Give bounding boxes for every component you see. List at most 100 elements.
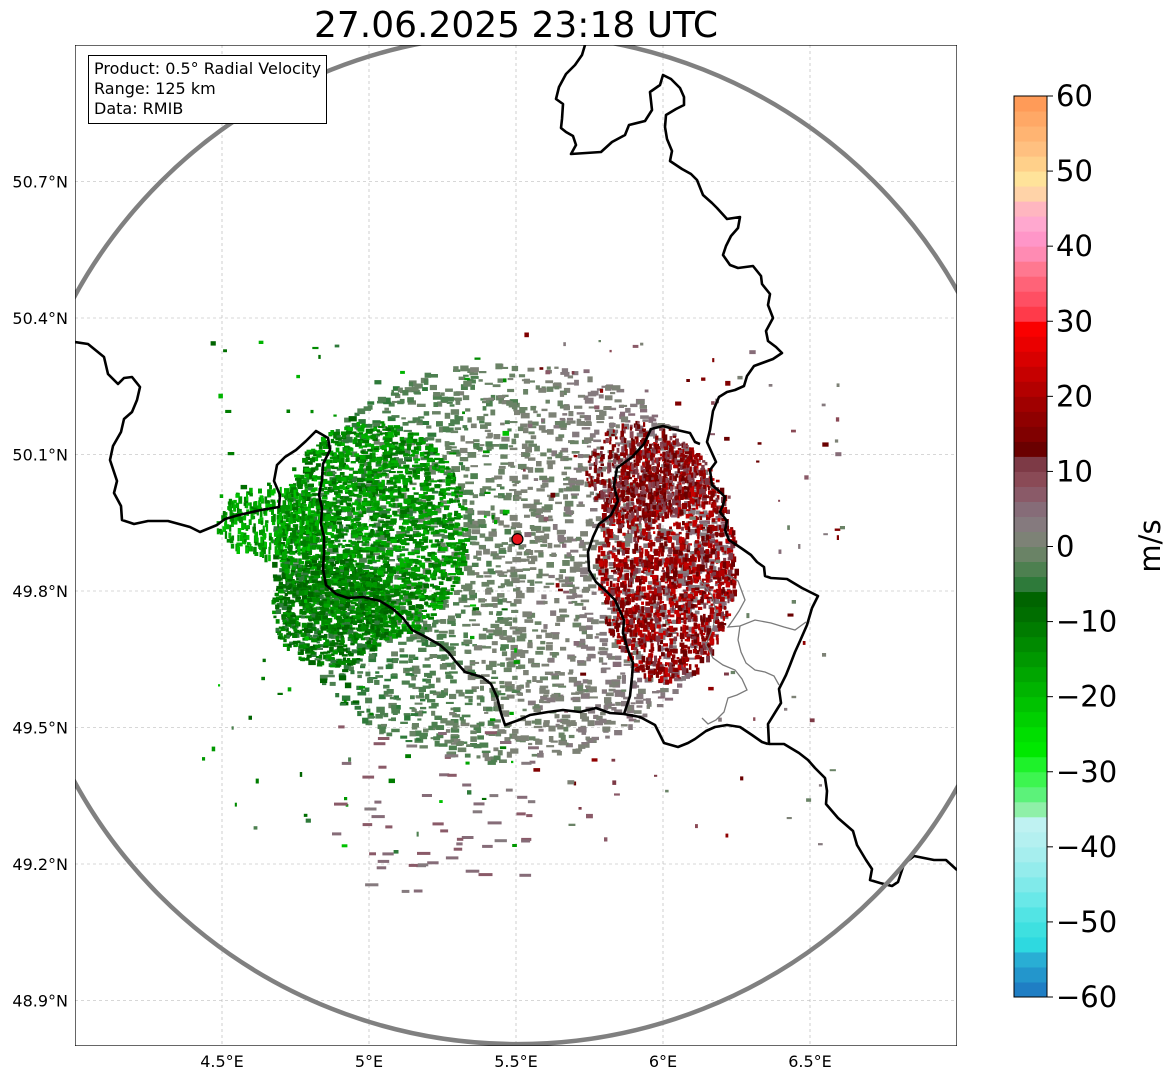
colorbar-segment [1014,96,1047,112]
colorbar-segment [1014,666,1047,683]
colorbar-tick-label: −10 [1056,605,1117,639]
border-germany-east [554,45,957,888]
colorbar-segment [1014,906,1047,923]
range-text: Range: 125 km [94,79,216,98]
colorbar-unit-label: m/s [1133,519,1167,572]
colorbar-segment [1014,846,1047,863]
lat-tick-label: 49.2°N [12,855,68,874]
colorbar-segment [1014,726,1047,743]
velocity-echoes [202,332,845,893]
colorbar-segment [1014,456,1047,472]
lon-tick-label: 6°E [649,1052,677,1071]
colorbar-segment [1014,471,1047,487]
map-area[interactable] [12,34,1022,1046]
colorbar-segment [1014,216,1047,232]
colorbar-segment [1014,636,1047,653]
colorbar-segment [1014,561,1047,578]
colorbar-segment [1014,696,1047,713]
colorbar-segment [1014,381,1047,397]
colorbar-segment [1014,501,1047,517]
range-ring [75,45,957,1046]
colorbar-segment [1014,936,1047,953]
colorbar-segment [1014,261,1047,277]
colorbar-segment [1014,156,1047,172]
luxembourg-inner-borders [699,574,807,725]
product-text: Product: 0.5° Radial Velocity [94,59,322,78]
colorbar[interactable]: 60 50 40 30 20 10 0 −10 −20 −30 −40 −50 −60 m/s [1013,79,1167,1014]
colorbar-tick-label: 10 [1056,454,1093,488]
colorbar-segment [1014,291,1047,307]
radar-site-marker[interactable] [511,533,524,546]
colorbar-segment [1014,606,1047,623]
lat-tick-label: 50.4°N [12,309,68,328]
lat-tick-label: 49.8°N [12,582,68,601]
colorbar-segment [1014,411,1047,427]
colorbar-tick-label: 60 [1056,79,1093,113]
colorbar-segment [1014,276,1047,292]
colorbar-segment [1014,231,1047,247]
colorbar-tick-label: 0 [1056,530,1074,564]
colorbar-segment [1014,246,1047,262]
colorbar-segment [1014,981,1047,998]
colorbar-segment [1014,426,1047,442]
colorbar-tick-label: −40 [1056,830,1117,864]
colorbar-segment [1014,171,1047,187]
lon-tick-label: 6.5°E [788,1052,832,1071]
colorbar-tick-label: −50 [1056,905,1117,939]
colorbar-segment [1014,441,1047,457]
lat-tick-label: 49.5°N [12,719,68,738]
plot-title: 27.06.2025 23:18 UTC [313,5,719,46]
colorbar-tick-label: 30 [1056,304,1093,338]
colorbar-tick-label: −20 [1056,680,1117,714]
colorbar-tick-label: 50 [1056,154,1093,188]
lat-tick-label: 48.9°N [12,992,68,1011]
colorbar-tick-label: 40 [1056,229,1093,263]
lon-tick-label: 5°E [355,1052,383,1071]
colorbar-segment [1014,546,1047,563]
colorbar-segment [1014,321,1047,337]
colorbar-segment [1014,861,1047,878]
colorbar-segment [1014,531,1047,547]
lon-tick-label: 5.5°E [494,1052,538,1071]
colorbar-tick-label: −30 [1056,755,1117,789]
product-info-box: Product: 0.5° Radial Velocity Range: 125… [88,55,328,124]
colorbar-segment [1014,621,1047,638]
colorbar-segment [1014,576,1047,593]
colorbar-segment [1014,756,1047,773]
colorbar-segment [1014,771,1047,788]
colorbar-segment [1014,591,1047,608]
colorbar-segment [1014,651,1047,668]
colorbar-segment [1014,351,1047,367]
border-france-south [623,712,769,749]
lat-tick-label: 50.7°N [12,173,68,192]
colorbar-segment [1014,816,1047,833]
colorbar-segment [1014,486,1047,502]
colorbar-segment [1014,201,1047,217]
border-belgium-luxembourg-west [75,340,701,727]
colorbar-segment [1014,111,1047,127]
colorbar-segment [1014,786,1047,803]
map-axis-ticks: 4.5°E 5°E 5.5°E 6°E 6.5°E 50.7°N 50.4°N 50.1°N 4… [12,173,831,1072]
colorbar-segment [1014,186,1047,202]
data-source-text: Data: RMIB [94,99,184,118]
colorbar-segment [1014,711,1047,728]
colorbar-segment [1014,741,1047,758]
colorbar-segment [1014,966,1047,983]
colorbar-segment [1014,396,1047,412]
colorbar-segment [1014,516,1047,532]
colorbar-segment [1014,141,1047,157]
colorbar-segment [1014,336,1047,352]
colorbar-segment [1014,951,1047,968]
colorbar-tick-label: 20 [1056,379,1093,413]
colorbar-segment [1014,876,1047,893]
lat-tick-label: 50.1°N [12,446,68,465]
colorbar-segment [1014,891,1047,908]
colorbar-segment [1014,801,1047,818]
colorbar-segment [1014,306,1047,322]
colorbar-segment [1014,681,1047,698]
colorbar-segment [1014,366,1047,382]
colorbar-segment [1014,126,1047,142]
lon-tick-label: 4.5°E [200,1052,244,1071]
colorbar-tick-label: −60 [1056,980,1117,1014]
